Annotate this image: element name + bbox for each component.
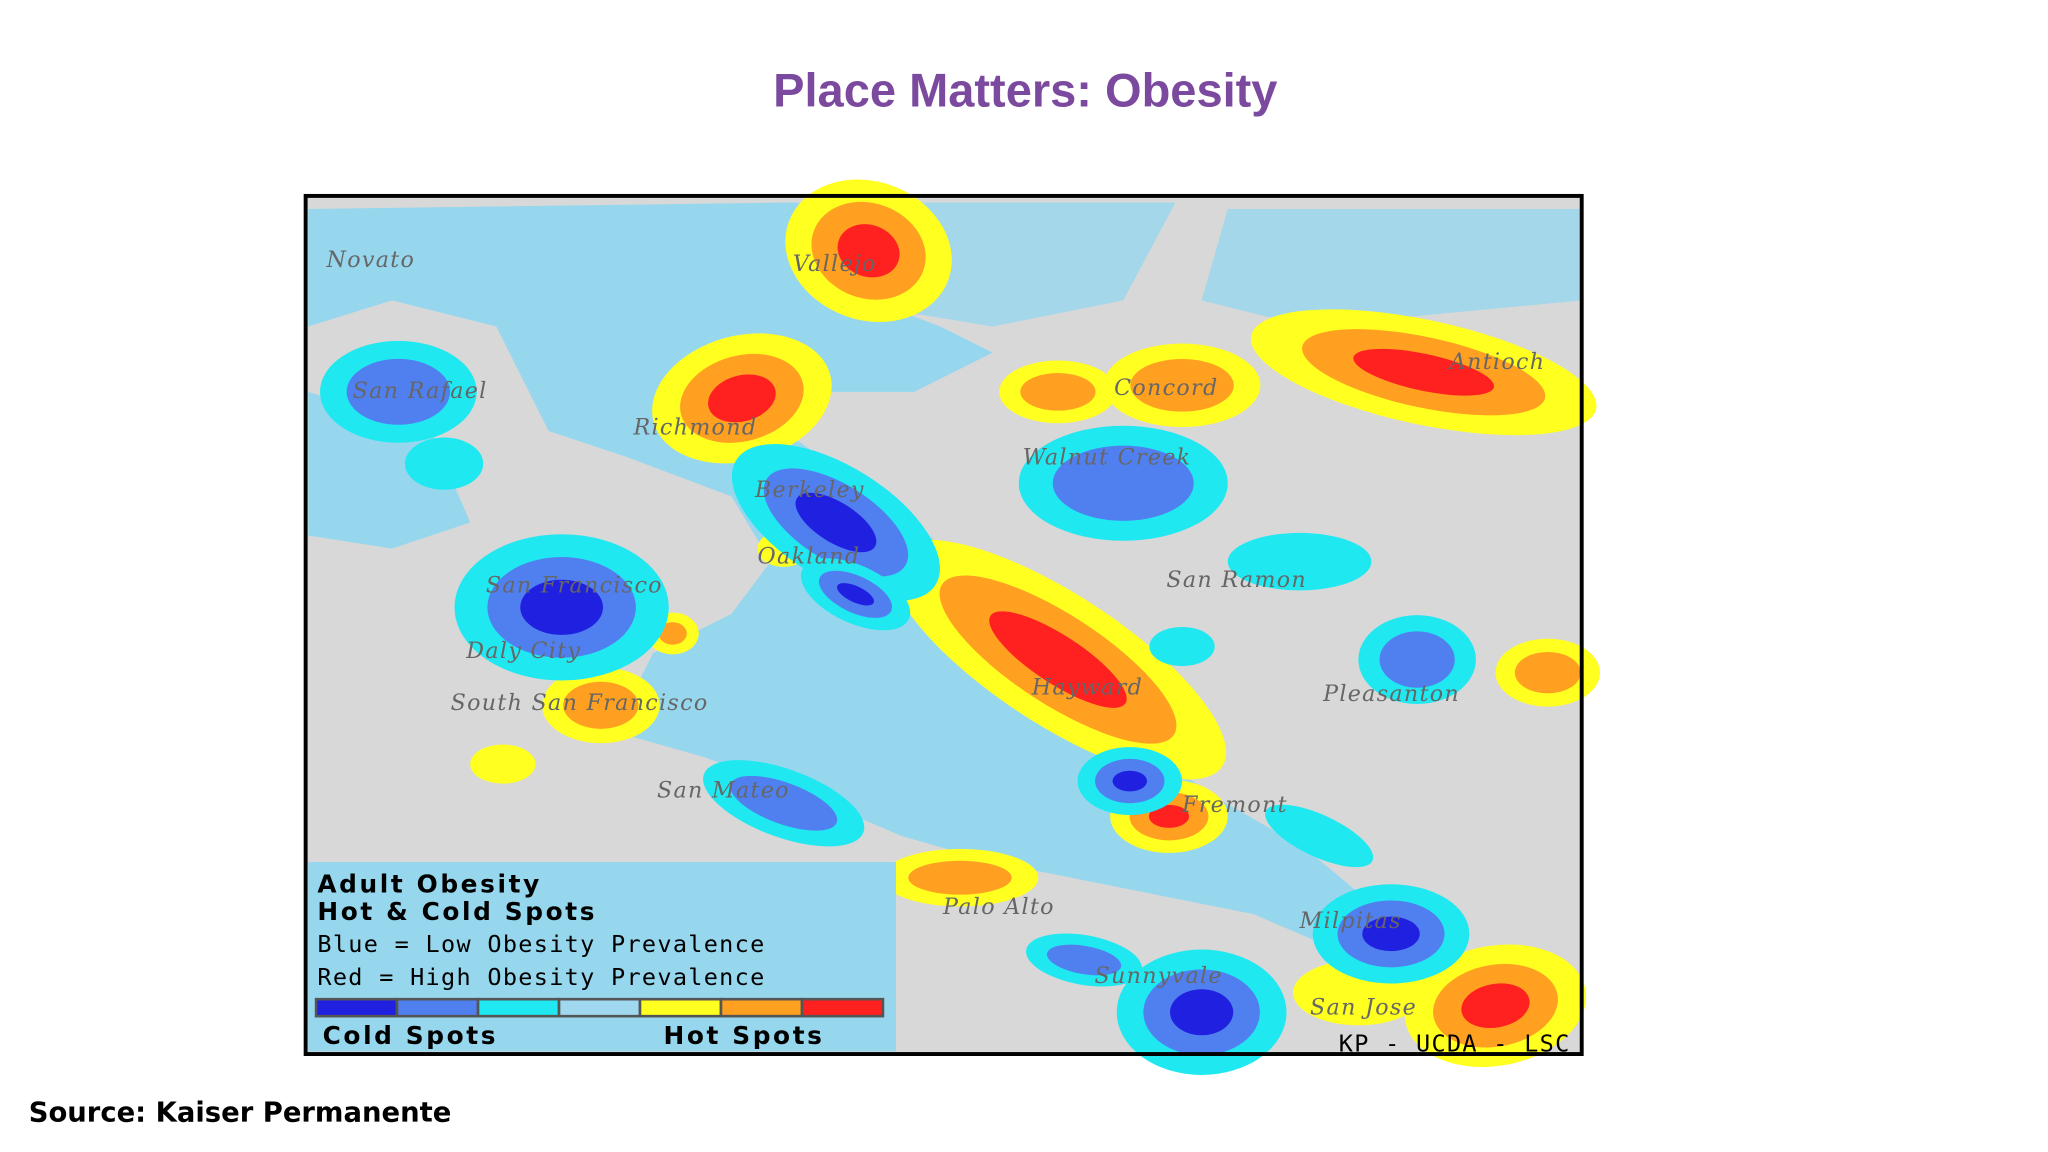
hot-spot [658,622,687,645]
hot-spot [1130,358,1234,412]
legend-low: Cold Spots [323,1021,499,1050]
place-label: San Francisco [486,572,663,598]
map: Novato Vallejo San Rafael Richmond Concord An… [303,179,1600,1075]
place-label: Richmond [632,414,757,440]
hot-spot [989,611,1127,708]
cold-spot [730,775,838,831]
place-label: San Ramon [1166,567,1307,593]
cold-spot [520,579,604,635]
place-label: San Jose [1310,994,1417,1020]
place-label: Pleasanton [1322,681,1460,707]
place-label: Novato [326,247,416,273]
hot-spot [1353,348,1495,396]
place-label: San Rafael [353,378,488,404]
place-label: Berkeley [754,477,865,503]
cold-spot [1227,532,1372,591]
slide-title: Place Matters: Obesity [773,63,1277,116]
place-label: Fremont [1181,792,1288,818]
hot-cold-spots [320,179,1600,1075]
legend-title: Adult Obesity [317,870,541,899]
legend-line: Red = High Obesity Prevalence [317,963,765,991]
place-label: Concord [1114,375,1218,401]
cold-spot [1362,916,1420,952]
legend-panel [308,862,897,1052]
place-label: Oakland [758,544,861,570]
cold-spot [1112,770,1148,792]
cold-spot [1052,445,1194,521]
hot-spot [1514,651,1581,694]
legend-line: Blue = Low Obesity Prevalence [317,930,765,958]
cold-spot [836,583,875,606]
place-label: Milpitas [1299,908,1402,934]
place-label: Walnut Creek [1023,444,1192,470]
legend-colorbar [314,997,885,1018]
hot-spot [908,860,1012,895]
hot-spot [708,374,776,423]
cold-spot [1149,626,1215,667]
place-label: Vallejo [793,251,877,277]
cold-spot [1046,944,1122,976]
place-label: San Mateo [657,778,790,804]
hot-spot [563,681,639,729]
cold-spot [1170,989,1234,1036]
source: Source: Kaiser Permanente [29,1098,452,1129]
place-label: Palo Alto [942,894,1055,920]
cold-spot [1265,804,1374,868]
map-credit: KP - UCDA - LSC [1339,1029,1571,1057]
map-frame [303,193,1584,1056]
hot-spot [1148,804,1190,828]
hot-spot [1461,983,1530,1029]
cold-spot [404,437,484,490]
place-label: Antioch [1448,349,1546,375]
delta-water [783,202,1582,327]
legend-high: Hot Spots [664,1021,825,1050]
cold-spot [346,358,451,425]
cold-spot [795,492,877,553]
hot-spot [837,224,900,278]
cold-spot [1379,631,1455,688]
place-label: Daly City [465,638,581,664]
hot-spot [470,744,536,784]
place-label: South San Francisco [451,690,709,716]
place-label: Hayward [1031,674,1143,700]
legend-title: Hot & Cold Spots [317,897,597,926]
hot-spot [1020,373,1096,411]
place-label: Sunnyvale [1095,963,1223,989]
